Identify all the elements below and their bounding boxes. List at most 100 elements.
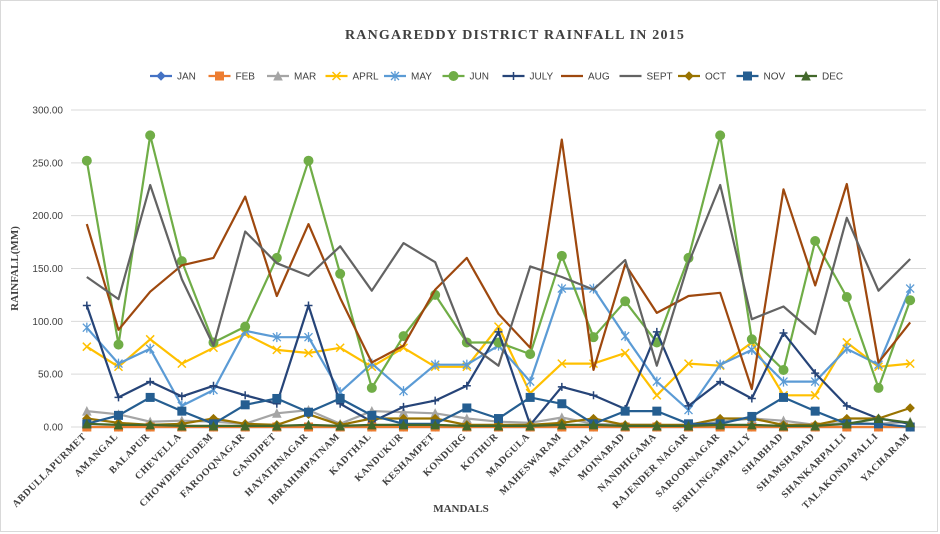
point-dec [620, 420, 630, 431]
point-july [811, 369, 820, 378]
x-tick-label: SHAMSHABAD [755, 431, 818, 494]
point-dec [462, 420, 472, 431]
point-july [842, 401, 851, 410]
point-july [399, 402, 408, 411]
legend-item-july: JULY [502, 72, 554, 83]
point-july [462, 381, 471, 390]
point-aprl [683, 359, 694, 369]
point-jun [810, 236, 821, 247]
legend-marker-dec [801, 70, 811, 81]
point-aprl [82, 342, 92, 352]
point-jun [556, 250, 567, 261]
point-nov [620, 406, 630, 416]
point-may [272, 332, 282, 343]
point-july [652, 327, 661, 336]
point-july [779, 328, 788, 337]
legend-label: MAY [411, 72, 432, 83]
point-dec [208, 420, 219, 431]
point-july [241, 391, 250, 400]
y-tick-label: 0.00 [44, 423, 64, 434]
point-july [304, 301, 313, 310]
legend-label: FEB [236, 72, 256, 83]
point-may [620, 331, 630, 342]
legend-item-dec: DEC [795, 70, 843, 83]
point-aprl [145, 334, 155, 344]
legend-label: SEPT [647, 72, 673, 83]
point-jun [303, 155, 314, 166]
point-july [146, 377, 155, 386]
point-july [747, 394, 756, 403]
series-jun [81, 130, 916, 393]
legend-item-may: MAY [384, 71, 432, 83]
point-may [557, 283, 567, 294]
x-tick-label: NANDHIGAMA [596, 431, 659, 494]
point-may [810, 376, 820, 387]
point-nov [177, 406, 187, 416]
series-sept [86, 183, 911, 367]
point-aprl [398, 343, 409, 353]
point-nov [114, 410, 123, 420]
point-july [177, 392, 186, 401]
point-dec [367, 419, 377, 430]
point-dec [873, 413, 884, 424]
point-dec [588, 419, 599, 430]
legend-item-jun: JUN [442, 71, 489, 83]
point-aprl [303, 348, 314, 358]
legend-label: NOV [764, 72, 786, 83]
point-dec [240, 420, 250, 431]
point-may [114, 358, 123, 369]
point-nov [525, 392, 535, 402]
point-aprl [905, 359, 915, 369]
point-july [209, 381, 218, 390]
y-axis-title: RAINFALL(MM) [9, 226, 21, 311]
point-dec [177, 420, 187, 431]
point-aprl [177, 359, 187, 369]
point-aprl [272, 345, 282, 355]
point-mar [272, 408, 282, 418]
series-line-sept [86, 183, 911, 367]
y-tick-label: 200.00 [32, 211, 63, 222]
point-july [431, 396, 440, 405]
point-may [462, 359, 472, 370]
point-may [779, 376, 788, 387]
point-may [747, 344, 757, 355]
legend-marker-aprl [331, 71, 342, 81]
y-tick-label: 250.00 [32, 158, 63, 169]
series-july [82, 301, 915, 429]
point-may [145, 343, 155, 354]
x-axis-title: MANDALS [433, 503, 489, 515]
chart-title: RANGAREDDY DISTRICT RAINFALL IN 2015 [345, 28, 685, 43]
legend-marker-jan [156, 71, 166, 81]
legend-item-feb: FEB [208, 71, 256, 83]
point-july [114, 393, 123, 402]
point-may [82, 322, 92, 333]
point-dec [525, 420, 535, 431]
point-may [430, 359, 440, 370]
y-tick-label: 50.00 [38, 370, 63, 381]
point-nov [240, 400, 250, 410]
point-jun [746, 334, 757, 345]
legend-marker-mar [273, 70, 283, 81]
legend-marker-may [390, 71, 400, 81]
point-dec [842, 418, 852, 429]
point-dec [747, 419, 757, 430]
point-aprl [557, 359, 567, 369]
point-may [304, 332, 313, 343]
point-dec [715, 419, 725, 430]
point-dec [652, 420, 662, 431]
point-jun [905, 295, 916, 306]
legend-marker-feb [215, 71, 224, 81]
point-dec [82, 418, 92, 429]
legend-item-aprl: APRL [325, 71, 380, 83]
point-nov [779, 392, 788, 402]
point-oct [905, 403, 915, 413]
point-aprl [810, 390, 820, 400]
legend-label: APRL [353, 72, 380, 83]
point-dec [398, 419, 409, 430]
point-dec [145, 419, 155, 430]
point-aprl [652, 390, 662, 400]
point-jun [335, 268, 346, 279]
point-dec [335, 420, 345, 431]
